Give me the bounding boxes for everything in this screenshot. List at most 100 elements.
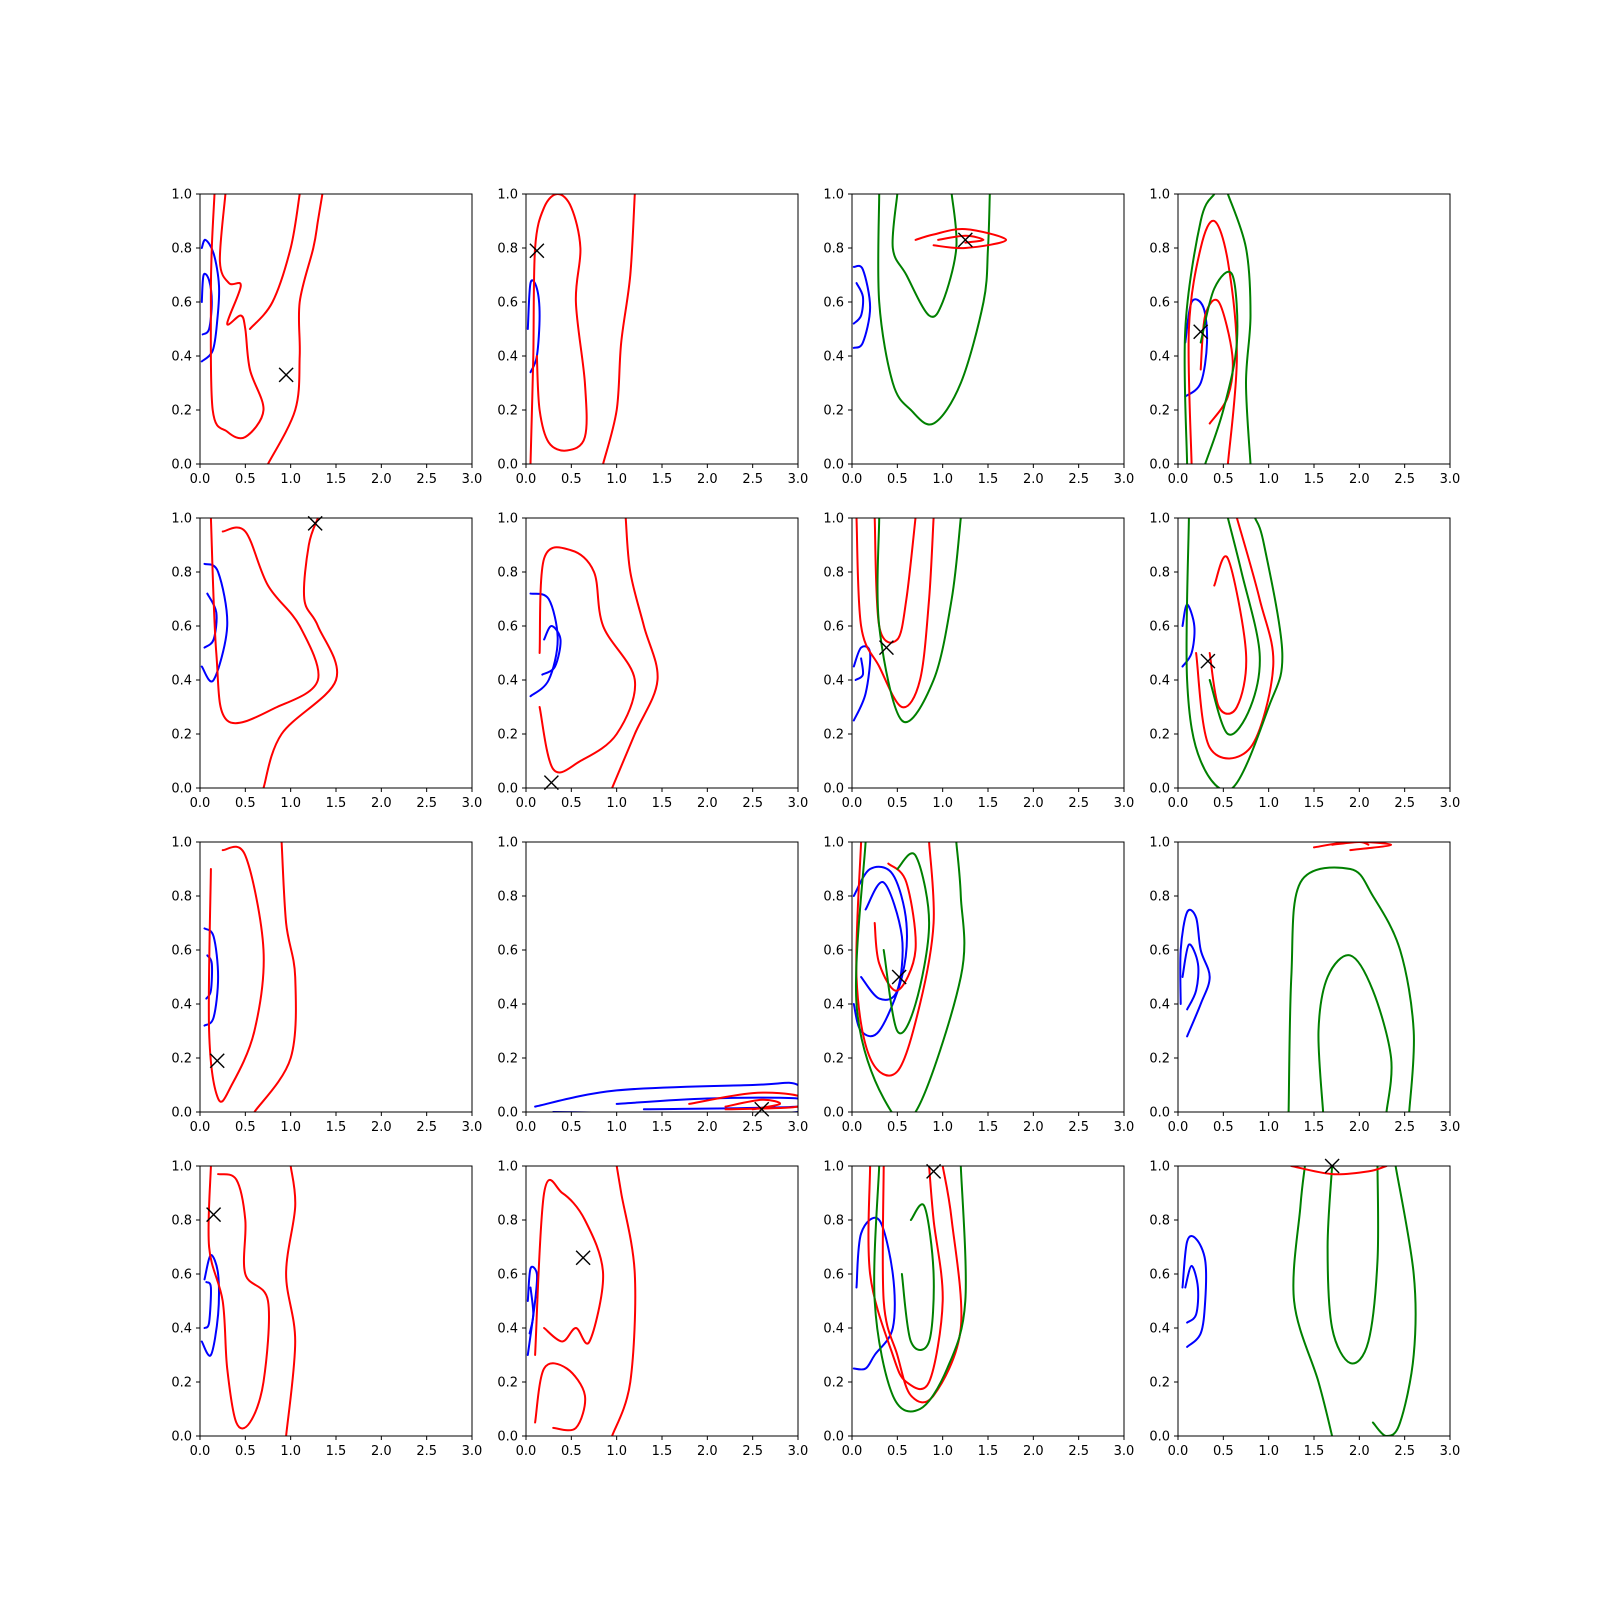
x-tick-label: 2.5 <box>742 796 763 811</box>
x-tick-label: 3.0 <box>462 1444 483 1459</box>
y-tick-label: 0.2 <box>1149 404 1170 419</box>
green-contour <box>1199 270 1239 464</box>
x-tick-label: 3.0 <box>1440 1120 1461 1135</box>
y-tick-label: 0.0 <box>1149 1430 1170 1445</box>
y-tick-label: 0.6 <box>823 296 844 311</box>
x-marker <box>1193 324 1209 340</box>
panel-12: 0.0 0.5 1.0 1.5 2.0 2.5 3.0 0.0 0.2 0.4 0.6 0.8 1.0 <box>1149 836 1460 1136</box>
y-tick-label: 0.2 <box>823 728 844 743</box>
x-tick-label: 0.5 <box>561 472 582 487</box>
x-tick-label: 1.0 <box>280 796 301 811</box>
x-tick-label: 2.0 <box>697 1444 718 1459</box>
red-contour <box>1195 518 1275 760</box>
y-tick-label: 0.0 <box>823 458 844 473</box>
x-tick-label: 1.0 <box>932 472 953 487</box>
x-tick-label: 2.0 <box>1349 1444 1370 1459</box>
x-marker-stroke <box>209 1053 225 1069</box>
x-marker-stroke <box>957 232 973 248</box>
y-tick-label: 0.4 <box>823 674 844 689</box>
y-tick-label: 1.0 <box>171 188 192 203</box>
x-tick-label: 1.0 <box>280 1444 301 1459</box>
blue-contour <box>854 657 865 681</box>
y-tick-label: 0.8 <box>823 890 844 905</box>
y-tick-label: 0.8 <box>823 566 844 581</box>
x-tick-label: 0.0 <box>516 1444 537 1459</box>
y-tick-label: 0.0 <box>171 782 192 797</box>
red-contour <box>688 1091 798 1111</box>
x-marker <box>957 232 973 248</box>
x-tick-label: 1.0 <box>1258 1444 1279 1459</box>
x-tick-label: 0.0 <box>1168 1444 1189 1459</box>
x-tick-label: 2.0 <box>1349 796 1370 811</box>
green-contour <box>1183 194 1216 464</box>
panel-2: 0.0 0.5 1.0 1.5 2.0 2.5 3.0 0.0 0.2 0.4 0.6 0.8 1.0 <box>497 188 808 488</box>
x-tick-label: 2.0 <box>371 1120 392 1135</box>
x-marker-stroke <box>878 640 894 656</box>
x-tick-label: 0.0 <box>1168 796 1189 811</box>
x-tick-label: 3.0 <box>462 472 483 487</box>
y-tick-label: 0.4 <box>1149 1322 1170 1337</box>
blue-contour <box>852 264 872 349</box>
x-tick-label: 1.5 <box>326 796 347 811</box>
y-tick-label: 0.6 <box>497 944 518 959</box>
y-tick-label: 1.0 <box>171 1160 192 1175</box>
x-tick-label: 1.5 <box>652 472 673 487</box>
contour-group <box>200 518 339 788</box>
y-tick-label: 0.2 <box>823 1052 844 1067</box>
y-tick-label: 0.4 <box>497 674 518 689</box>
y-tick-label: 0.6 <box>497 296 518 311</box>
y-tick-label: 0.8 <box>171 242 192 257</box>
x-tick-label: 0.5 <box>887 472 908 487</box>
x-marker-stroke <box>1193 324 1209 340</box>
red-contour <box>248 194 301 330</box>
red-contour <box>1313 842 1393 852</box>
x-tick-label: 0.0 <box>842 1120 863 1135</box>
red-contour <box>1208 555 1248 715</box>
y-tick-label: 0.0 <box>171 458 192 473</box>
x-tick-label: 3.0 <box>788 796 809 811</box>
red-contour <box>855 518 935 709</box>
y-tick-label: 0.6 <box>171 944 192 959</box>
contour-group <box>526 194 636 464</box>
red-contour <box>534 1362 587 1432</box>
contour-group <box>1181 518 1284 788</box>
y-tick-label: 0.6 <box>1149 620 1170 635</box>
x-tick-label: 0.5 <box>561 796 582 811</box>
y-tick-label: 0.0 <box>171 1106 192 1121</box>
x-tick-label: 2.5 <box>1394 472 1415 487</box>
x-tick-label: 2.5 <box>742 1120 763 1135</box>
x-marker-stroke <box>891 969 907 985</box>
panel-4: 0.0 0.5 1.0 1.5 2.0 2.5 3.0 0.0 0.2 0.4 0.6 0.8 1.0 <box>1149 188 1460 488</box>
x-tick-label: 0.5 <box>887 1120 908 1135</box>
x-tick-label: 1.0 <box>1258 796 1279 811</box>
panel-5: 0.0 0.5 1.0 1.5 2.0 2.5 3.0 0.0 0.2 0.4 0.6 0.8 1.0 <box>171 512 482 812</box>
panel-15: 0.0 0.5 1.0 1.5 2.0 2.5 3.0 0.0 0.2 0.4 0.6 0.8 1.0 <box>823 1160 1134 1460</box>
x-tick-label: 1.0 <box>932 796 953 811</box>
contour-group <box>1183 194 1252 464</box>
x-tick-label: 1.0 <box>932 1120 953 1135</box>
panel-11: 0.0 0.5 1.0 1.5 2.0 2.5 3.0 0.0 0.2 0.4 0.6 0.8 1.0 <box>823 836 1134 1136</box>
x-tick-label: 0.5 <box>1213 1444 1234 1459</box>
x-tick-label: 2.5 <box>416 1120 437 1135</box>
y-tick-label: 0.6 <box>497 620 518 635</box>
x-tick-label: 0.5 <box>561 1444 582 1459</box>
red-contour <box>262 518 339 788</box>
blue-contour <box>1181 1235 1208 1348</box>
x-tick-label: 3.0 <box>1440 1444 1461 1459</box>
contour-group <box>529 518 659 788</box>
y-tick-label: 0.6 <box>1149 944 1170 959</box>
x-tick-label: 1.0 <box>932 1444 953 1459</box>
y-tick-label: 1.0 <box>823 836 844 851</box>
y-tick-label: 0.2 <box>171 404 192 419</box>
y-tick-label: 0.0 <box>1149 458 1170 473</box>
x-tick-label: 2.5 <box>1068 472 1089 487</box>
red-contour <box>534 1178 605 1356</box>
x-tick-label: 2.5 <box>1068 796 1089 811</box>
y-tick-label: 0.0 <box>171 1430 192 1445</box>
blue-contour <box>1181 603 1196 668</box>
x-marker <box>209 1053 225 1069</box>
blue-contour <box>1181 943 1200 1011</box>
x-tick-label: 0.0 <box>190 1444 211 1459</box>
x-tick-label: 1.5 <box>978 472 999 487</box>
x-tick-label: 0.0 <box>842 796 863 811</box>
